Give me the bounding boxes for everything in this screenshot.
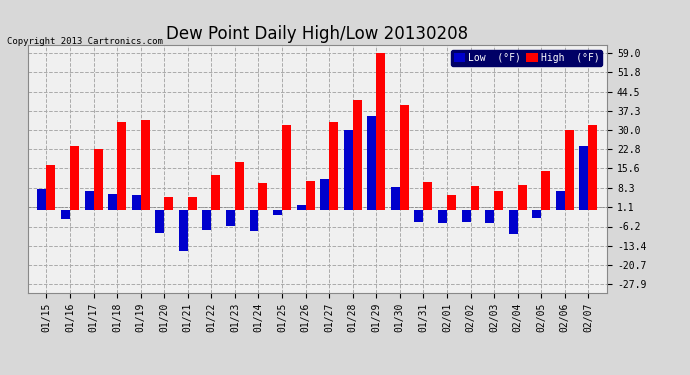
Bar <box>202 210 211 230</box>
Bar <box>117 122 126 210</box>
Bar <box>424 182 433 210</box>
Bar <box>556 191 565 210</box>
Bar <box>494 191 503 210</box>
Bar <box>306 181 315 210</box>
Bar <box>235 162 244 210</box>
Bar <box>518 185 526 210</box>
Bar <box>85 191 94 210</box>
Text: Copyright 2013 Cartronics.com: Copyright 2013 Cartronics.com <box>7 38 163 46</box>
Bar <box>320 179 329 210</box>
Bar <box>541 171 550 210</box>
Bar <box>367 116 376 210</box>
Bar <box>532 210 541 218</box>
Bar <box>164 197 173 210</box>
Bar <box>509 210 518 234</box>
Bar <box>353 99 362 210</box>
Bar <box>141 120 150 210</box>
Bar <box>297 205 306 210</box>
Bar <box>565 130 574 210</box>
Bar <box>438 210 447 223</box>
Title: Dew Point Daily High/Low 20130208: Dew Point Daily High/Low 20130208 <box>166 26 469 44</box>
Bar <box>211 176 220 210</box>
Bar <box>108 194 117 210</box>
Bar <box>226 210 235 226</box>
Bar <box>94 149 103 210</box>
Bar <box>471 186 480 210</box>
Bar <box>259 183 268 210</box>
Bar <box>447 195 456 210</box>
Bar <box>485 210 494 223</box>
Bar <box>376 53 385 210</box>
Bar <box>37 189 46 210</box>
Bar <box>329 122 338 210</box>
Bar <box>250 210 259 231</box>
Bar <box>155 210 164 232</box>
Bar <box>400 105 408 210</box>
Bar <box>46 165 55 210</box>
Bar <box>462 210 471 222</box>
Bar <box>589 125 598 210</box>
Bar <box>282 125 291 210</box>
Bar <box>415 210 424 222</box>
Bar <box>273 210 282 215</box>
Bar <box>70 146 79 210</box>
Bar <box>179 210 188 251</box>
Legend: Low  (°F), High  (°F): Low (°F), High (°F) <box>451 50 602 66</box>
Bar <box>61 210 70 219</box>
Bar <box>132 195 141 210</box>
Bar <box>391 188 400 210</box>
Bar <box>188 197 197 210</box>
Bar <box>580 146 589 210</box>
Bar <box>344 130 353 210</box>
